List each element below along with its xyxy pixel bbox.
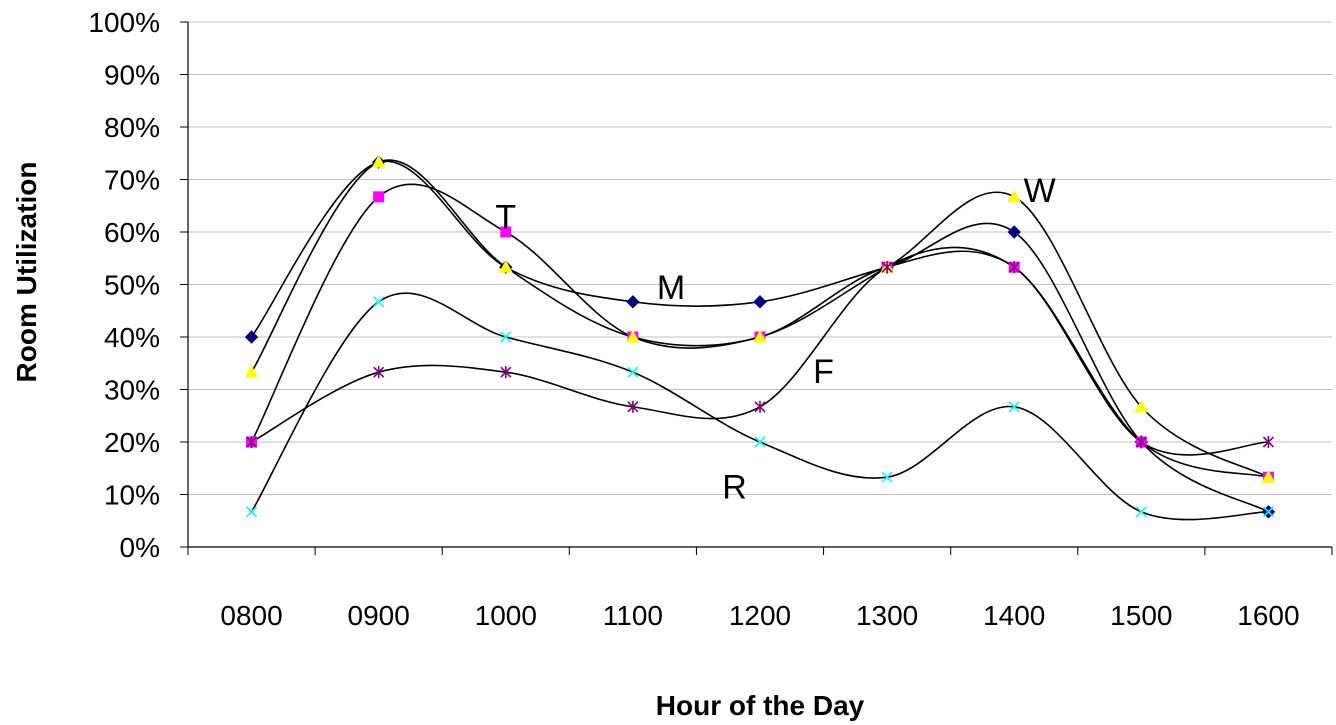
y-tick-label: 50% — [104, 270, 160, 301]
series-label: R — [722, 469, 747, 507]
axes — [180, 21, 1333, 555]
data-point-F — [1135, 436, 1147, 448]
data-point-F — [500, 366, 512, 379]
y-tick-label: 80% — [104, 112, 160, 143]
data-point-F — [1262, 436, 1275, 448]
data-point-W — [1134, 399, 1149, 413]
x-tick-label: 1000 — [475, 600, 537, 631]
data-point-T — [500, 226, 512, 238]
series-label: M — [657, 269, 685, 307]
x-tick-label: 1100 — [603, 600, 663, 631]
data-point-W — [1007, 189, 1022, 203]
data-point-M — [626, 295, 640, 309]
data-point-R — [1008, 401, 1020, 413]
series-markers — [244, 155, 1276, 519]
y-tick-label: 10% — [104, 480, 160, 511]
y-tick-label: 0% — [120, 532, 160, 563]
x-tick-label: 1300 — [856, 600, 918, 631]
data-point-F — [1008, 261, 1020, 274]
data-point-R — [1262, 506, 1275, 518]
data-point-R — [500, 331, 512, 343]
series-line-R — [250, 292, 1269, 521]
data-point-F — [245, 436, 258, 448]
x-axis-title: Hour of the Day — [656, 690, 865, 721]
y-tick-label: 40% — [104, 322, 160, 353]
x-tick-label: 0900 — [348, 600, 410, 631]
data-point-W — [498, 260, 513, 273]
y-tick-labels: 0% 10% 20% 30% 40% 50% 60% 70% 80% 90% 100% — [88, 7, 160, 563]
y-axis-title: Room Utilization — [11, 162, 42, 383]
data-point-R — [627, 366, 639, 378]
data-point-W — [371, 155, 386, 168]
data-point-R — [1135, 506, 1147, 518]
y-tick-label: 30% — [104, 375, 160, 406]
data-point-T — [373, 191, 385, 203]
series-line-W — [250, 159, 1269, 478]
series-annotations: T M W F R — [495, 172, 1055, 507]
y-tick-label: 70% — [104, 165, 160, 196]
x-tick-label: 1600 — [1237, 600, 1299, 631]
data-point-R — [373, 296, 385, 308]
series-label: F — [813, 353, 834, 391]
x-tick-label: 1500 — [1110, 600, 1172, 631]
data-point-W — [1261, 470, 1276, 483]
data-point-R — [754, 436, 766, 448]
x-tick-label: 1400 — [983, 600, 1045, 631]
series-line-F — [251, 246, 1269, 456]
data-point-F — [881, 261, 893, 274]
data-point-R — [881, 471, 893, 483]
data-point-M — [753, 295, 767, 309]
y-tick-label: 100% — [88, 7, 160, 38]
y-tick-label: 90% — [104, 60, 160, 91]
data-point-W — [753, 329, 767, 343]
y-tick-label: 20% — [104, 427, 160, 458]
y-tick-label: 60% — [104, 217, 160, 248]
data-point-M — [244, 330, 259, 344]
series-label: W — [1024, 172, 1056, 210]
data-point-F — [373, 366, 385, 379]
data-point-W — [244, 365, 259, 378]
data-point-W — [626, 329, 640, 343]
data-point-R — [245, 506, 258, 518]
x-tick-labels: 0800 0900 1000 1100 1200 1300 1400 1500 1600 — [220, 600, 1299, 631]
data-point-F — [754, 400, 766, 413]
x-tick-label: 1200 — [729, 600, 791, 631]
gridlines — [188, 21, 1332, 495]
x-tick-label: 0800 — [220, 600, 282, 631]
data-point-F — [627, 400, 639, 413]
data-point-M — [1007, 225, 1021, 239]
series-label: T — [495, 198, 516, 236]
